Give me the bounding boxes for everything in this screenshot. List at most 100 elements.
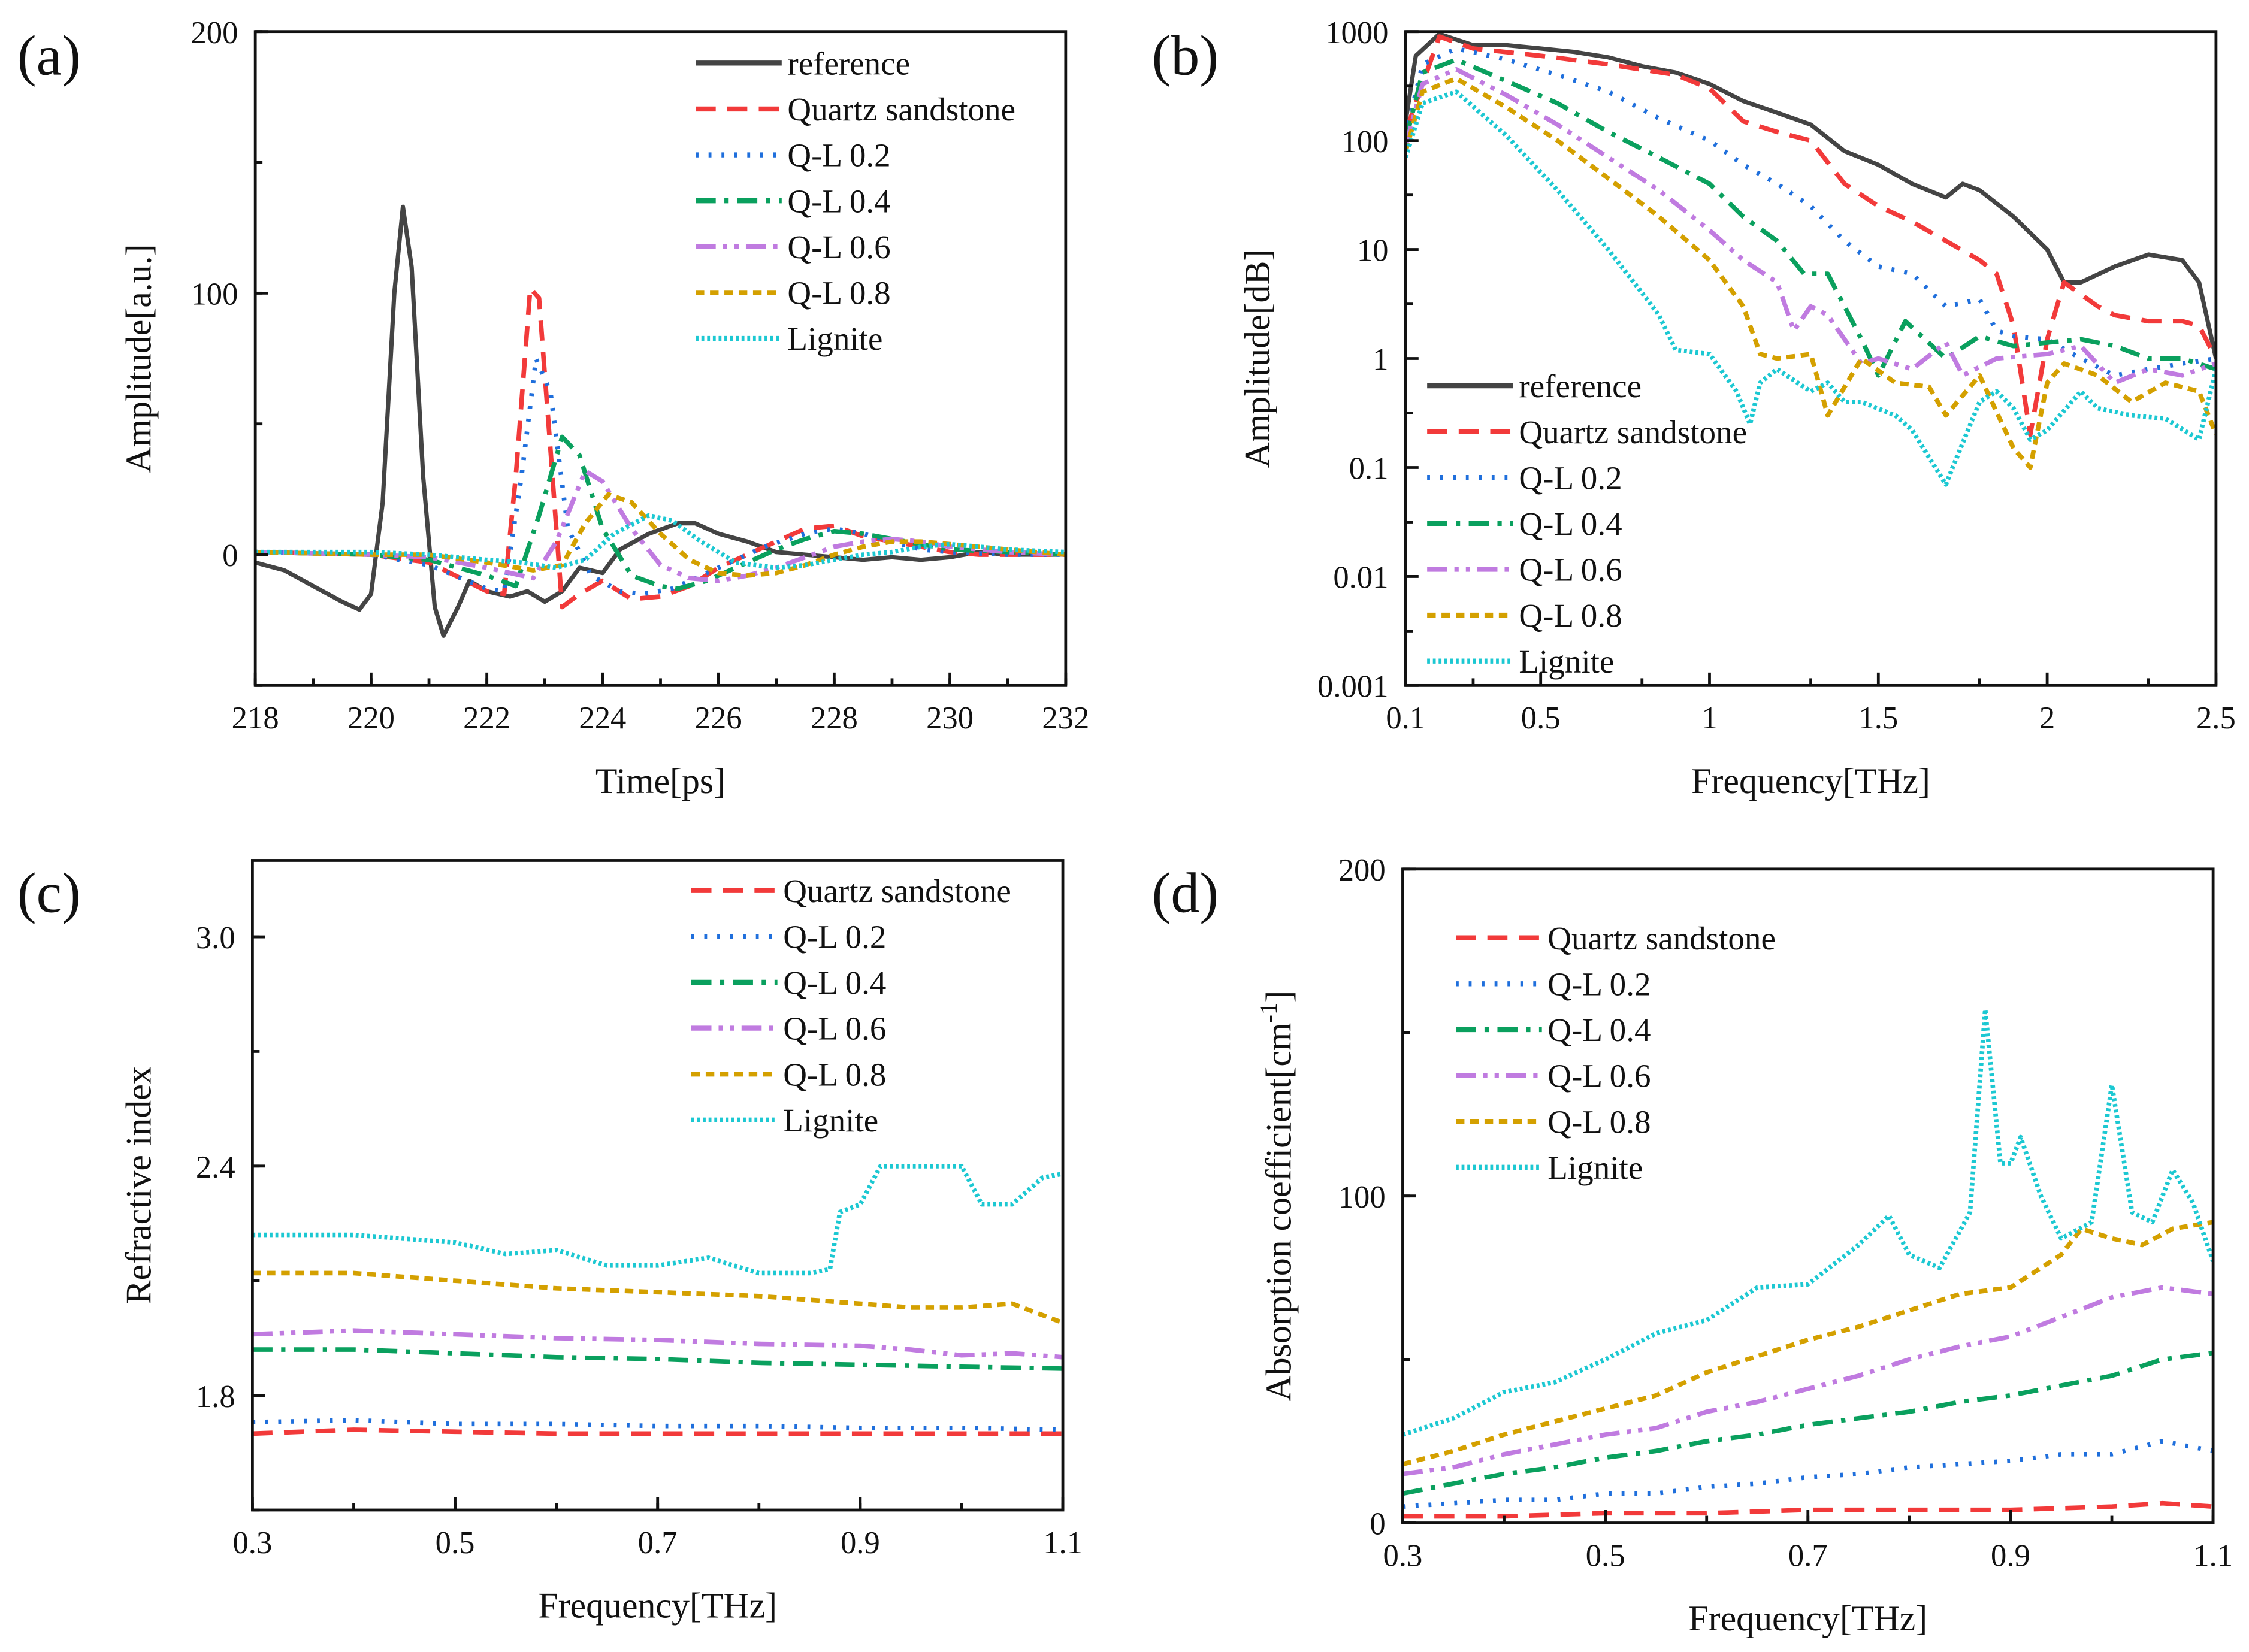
x-tick-label: 0.7 bbox=[1788, 1538, 1828, 1573]
series-line-q-l-0-8 bbox=[252, 1270, 1063, 1325]
x-tick-label: 1.5 bbox=[1858, 701, 1898, 736]
y-tick-label: 0 bbox=[1370, 1507, 1385, 1542]
series-line-q-l-0-4 bbox=[1402, 1350, 2214, 1496]
y-tick-label: 10 bbox=[1357, 234, 1389, 268]
x-tick-label: 0.5 bbox=[1586, 1538, 1625, 1573]
legend-label-q-l-0-8: Q-L 0.8 bbox=[787, 275, 890, 311]
legend: Quartz sandstone Q-L 0.2 Q-L 0.4 Q-L 0.6 Q-L… bbox=[1456, 920, 1776, 1186]
x-tick-label: 0.3 bbox=[1383, 1538, 1423, 1573]
series-line-q-l-0-6 bbox=[252, 1328, 1063, 1360]
chart-panel-4: 0.3 0.5 0.7 0.9 1.1 0 100 200 Frequency[THz] Abso… bbox=[1151, 853, 2233, 1638]
series-line-q-l-0-4 bbox=[255, 434, 1066, 591]
legend-label-q-l-0-8: Q-L 0.8 bbox=[783, 1056, 886, 1093]
legend-label-quartz-sandstone: Quartz sandstone bbox=[787, 91, 1015, 128]
legend-label-q-l-0-4: Q-L 0.4 bbox=[1547, 1012, 1651, 1048]
series-line-lignite bbox=[252, 1164, 1063, 1276]
legend-label-q-l-0-4: Q-L 0.4 bbox=[787, 183, 890, 219]
legend-label-q-l-0-6: Q-L 0.6 bbox=[783, 1010, 886, 1047]
series-line-q-l-0-8 bbox=[255, 492, 1066, 578]
series-line-q-l-0-2 bbox=[1402, 1439, 2214, 1509]
x-tick-label: 0.3 bbox=[232, 1526, 272, 1560]
x-tick-label: 220 bbox=[347, 701, 395, 736]
legend-label-lignite: Lignite bbox=[787, 320, 882, 357]
y-axis-title-text: Absorption coefficient[cm bbox=[1259, 1023, 1299, 1402]
y-axis-title: Amplitude[a.u.] bbox=[119, 244, 158, 473]
legend-label-q-l-0-2: Q-L 0.2 bbox=[787, 137, 890, 174]
x-tick-label: 0.1 bbox=[1386, 701, 1425, 736]
y-tick-label: 200 bbox=[1338, 853, 1386, 888]
x-tick-label: 0.5 bbox=[1521, 701, 1561, 736]
legend-label-reference: reference bbox=[787, 45, 910, 81]
x-tick-label: 0.9 bbox=[1991, 1538, 2030, 1573]
y-tick-label: 1 bbox=[1373, 343, 1388, 377]
panel-label: (d) bbox=[1151, 861, 1219, 925]
legend: Quartz sandstone Q-L 0.2 Q-L 0.4 Q-L 0.6 Q-L… bbox=[691, 873, 1011, 1139]
series-line-quartz-sandstone bbox=[252, 1427, 1063, 1436]
legend-label-q-l-0-8: Q-L 0.8 bbox=[1519, 597, 1622, 634]
series-line-reference bbox=[255, 204, 1066, 638]
legend-label-q-l-0-2: Q-L 0.2 bbox=[783, 918, 886, 955]
y-axis-title: Amplitude[dB] bbox=[1238, 249, 1277, 468]
y-tick-label: 0.001 bbox=[1317, 670, 1388, 704]
x-tick-label: 232 bbox=[1042, 701, 1089, 736]
series-line-lignite bbox=[255, 513, 1066, 570]
y-tick-label: 1.8 bbox=[196, 1379, 235, 1414]
legend-label-reference: reference bbox=[1519, 368, 1642, 404]
legend-label-q-l-0-6: Q-L 0.6 bbox=[1547, 1058, 1651, 1094]
legend-label-quartz-sandstone: Quartz sandstone bbox=[1519, 414, 1747, 450]
x-tick-label: 1.1 bbox=[2193, 1538, 2233, 1573]
series-line-reference bbox=[1405, 32, 2216, 359]
y-tick-label: 200 bbox=[191, 16, 238, 50]
legend-label-q-l-0-2: Q-L 0.2 bbox=[1519, 459, 1622, 496]
legend: reference Quartz sandstone Q-L 0.2 Q-L 0.4 Q… bbox=[1427, 368, 1747, 680]
legend-label-lignite: Lignite bbox=[1547, 1149, 1643, 1186]
legend-label-q-l-0-6: Q-L 0.6 bbox=[787, 229, 890, 265]
y-tick-label: 100 bbox=[191, 277, 238, 312]
chart-panel-3: 0.3 0.5 0.7 0.9 1.1 1.8 2.4 3.0 Frequency[THz] Re… bbox=[17, 859, 1083, 1626]
series-line-q-l-0-4 bbox=[1405, 58, 2216, 378]
x-axis-title: Frequency[THz] bbox=[1688, 1599, 1927, 1638]
panel-label: (c) bbox=[17, 861, 81, 925]
legend-label-q-l-0-6: Q-L 0.6 bbox=[1519, 552, 1622, 588]
x-tick-label: 230 bbox=[926, 701, 974, 736]
x-tick-label: 2.5 bbox=[2196, 701, 2236, 736]
x-tick-label: 222 bbox=[463, 701, 510, 736]
x-axis-title: Frequency[THz] bbox=[538, 1586, 777, 1626]
legend-label-q-l-0-8: Q-L 0.8 bbox=[1547, 1103, 1651, 1140]
x-tick-label: 226 bbox=[695, 701, 742, 736]
x-axis-title: Time[ps] bbox=[595, 761, 726, 801]
y-axis-title-text: Refractive index bbox=[119, 1066, 158, 1304]
x-tick-label: 228 bbox=[811, 701, 858, 736]
legend-label-q-l-0-4: Q-L 0.4 bbox=[783, 964, 886, 1001]
y-axis-title: Refractive index bbox=[119, 1066, 158, 1304]
legend-label-quartz-sandstone: Quartz sandstone bbox=[783, 873, 1011, 909]
y-axis-title-end: ] bbox=[1259, 991, 1299, 1003]
series-line-q-l-0-6 bbox=[1402, 1285, 2214, 1476]
chart-panel-2: 0.1 0.5 1 1.5 2 2.5 0.001 0.01 0.1 1 10 100 1000 Freq… bbox=[1151, 16, 2235, 801]
series-line-lignite bbox=[1402, 1007, 2214, 1437]
y-tick-label: 100 bbox=[1341, 125, 1389, 159]
series-line-q-l-0-6 bbox=[255, 468, 1066, 583]
panel-label: (a) bbox=[17, 23, 81, 87]
y-axis-title-superscript: -1 bbox=[1255, 1003, 1282, 1023]
series-line-q-l-0-2 bbox=[1405, 46, 2216, 378]
y-tick-label: 2.4 bbox=[196, 1150, 235, 1185]
plot-frame bbox=[253, 30, 1068, 687]
series-line-q-l-0-4 bbox=[252, 1347, 1063, 1371]
series-line-q-l-0-8 bbox=[1402, 1220, 2214, 1467]
x-tick-label: 218 bbox=[232, 701, 279, 736]
legend-label-q-l-0-4: Q-L 0.4 bbox=[1519, 506, 1622, 542]
x-axis-title: Frequency[THz] bbox=[1691, 761, 1930, 801]
panel-label: (b) bbox=[1151, 23, 1219, 87]
x-tick-label: 224 bbox=[579, 701, 626, 736]
legend-label-lignite: Lignite bbox=[1519, 643, 1614, 680]
y-axis-title-text: Amplitude[dB] bbox=[1238, 249, 1277, 468]
y-tick-label: 1000 bbox=[1325, 16, 1388, 50]
series-line-q-l-0-8 bbox=[1405, 76, 2216, 470]
plot-frame bbox=[250, 859, 1065, 1512]
chart-panel-1: 218 220 222 224 226 228 230 232 0 100 200 Time[ps] A… bbox=[17, 16, 1090, 801]
x-tick-label: 0.9 bbox=[841, 1526, 880, 1560]
legend-label-lignite: Lignite bbox=[783, 1102, 878, 1139]
series-line-quartz-sandstone bbox=[1402, 1500, 2214, 1519]
